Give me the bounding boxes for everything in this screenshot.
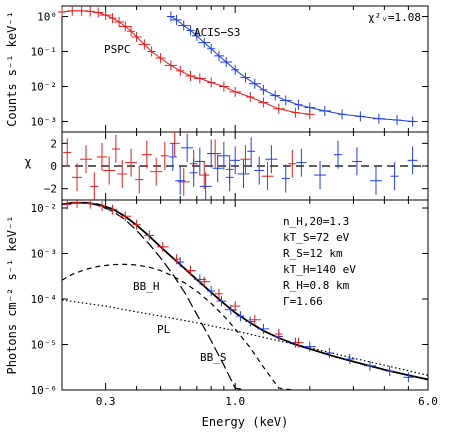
y-tick-label: 10⁻⁶ (31, 384, 58, 397)
top-panel-frame (61, 5, 429, 133)
y-tick-label: 10⁻² (31, 80, 58, 93)
model-line-acis-s3 (170, 16, 413, 122)
y-tick-label: 10⁻³ (31, 248, 58, 261)
bottom-panel-ylabel: Photons cm⁻² s⁻¹ keV⁻¹ (5, 216, 19, 375)
middle-panel-ylabel: χ (24, 155, 31, 169)
param-rh: R_H=0.8 km (283, 279, 350, 292)
x-tick-label: 6.0 (418, 395, 438, 408)
pl-label: PL (157, 323, 171, 336)
model-line-pspc (61, 10, 310, 115)
y-tick-label: −2 (44, 183, 57, 196)
model-line-bb-h (61, 263, 293, 391)
y-tick-label: 10⁻⁵ (31, 339, 58, 352)
model-line-total-model (61, 201, 429, 381)
pspc-label: PSPC (104, 43, 131, 56)
param-kts: kT_S=72 eV (283, 231, 350, 244)
y-tick-label: 0 (50, 160, 57, 173)
param-gamma: Γ=1.66 (283, 295, 323, 308)
y-tick-label: 10⁻² (31, 202, 58, 215)
bbs-label: BB_S (200, 351, 227, 364)
y-tick-label: 10⁻⁴ (31, 293, 58, 306)
bbh-label: BB_H (133, 280, 160, 293)
param-nh: n_H,20=1.3 (283, 215, 349, 228)
y-tick-label: 10⁰ (37, 11, 57, 24)
x-axis-title: Energy (keV) (202, 415, 289, 429)
param-kth: kT_H=140 eV (283, 263, 356, 276)
y-tick-label: 10⁻³ (31, 115, 58, 128)
param-rs: R_S=12 km (283, 247, 343, 260)
model-line-pl (61, 299, 429, 376)
y-tick-label: 10⁻¹ (31, 46, 58, 59)
chi2-label: χ²ᵥ=1.08 (368, 11, 421, 24)
x-tick-label: 1.0 (225, 395, 245, 408)
y-tick-label: 2 (50, 137, 57, 150)
x-tick-label: 0.3 (96, 395, 116, 408)
plot-layer: 10⁻³ 10⁻² 10⁻¹ 10⁰ −2 0 2 10⁻⁶ 10⁻⁵ 10⁻⁴ 10⁻³ 10⁻² 0… (31, 6, 438, 408)
acis-label: ACIS−S3 (194, 26, 240, 39)
bottom-panel-frame (61, 199, 429, 391)
top-panel-ylabel: Counts s⁻¹ keV⁻¹ (5, 11, 19, 127)
